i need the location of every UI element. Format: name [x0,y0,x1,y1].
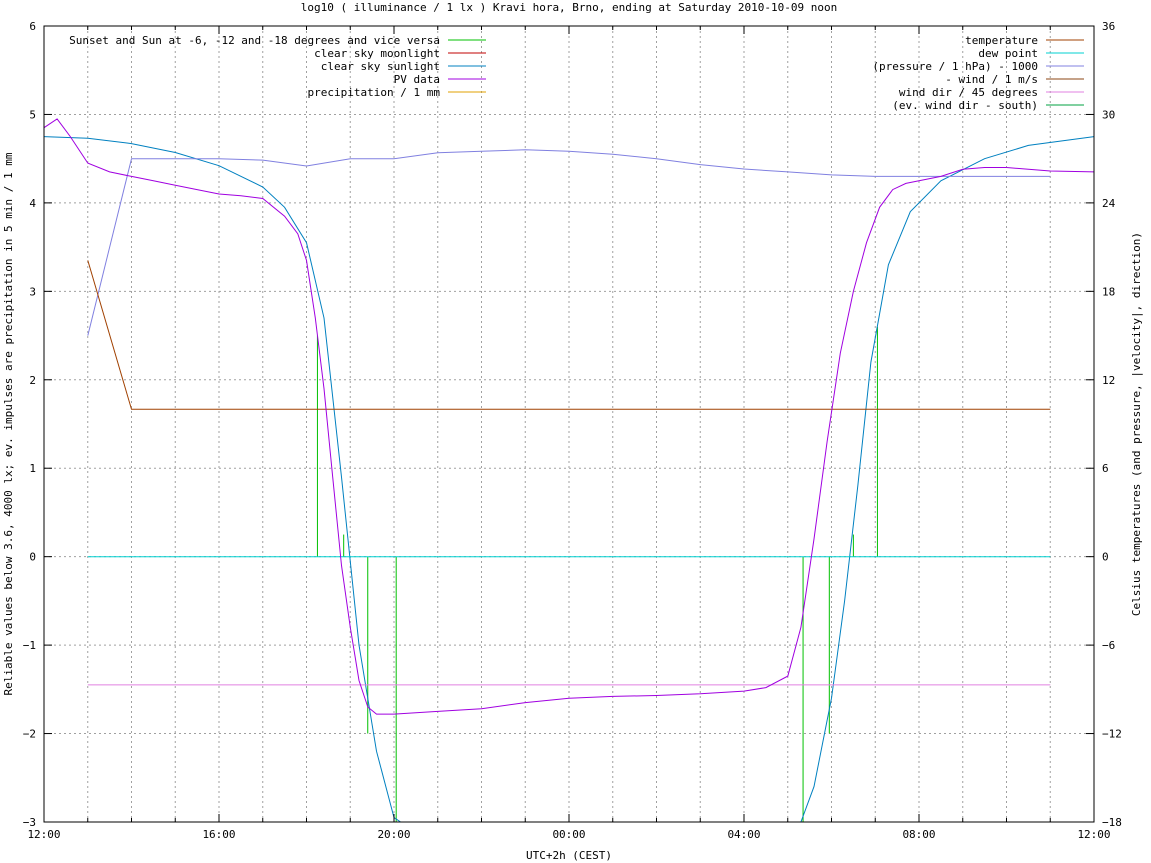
pv-data-line [43,118,1095,715]
y2-tick-label: 30 [1102,108,1115,121]
y2-tick-label: 12 [1102,374,1115,387]
legend-right-entry-label: - wind / 1 m/s [945,73,1038,86]
label-layer: 12:00 16:00 20:00 00:00 04:00 08:00 12:00 6 5 4 3 2… [23,20,1122,841]
y2-tick-label: −18 [1102,816,1122,829]
legend-left-entry-label: clear sky moonlight [314,47,440,60]
legend-right-entry-label: wind dir / 45 degrees [899,86,1038,99]
y-tick-label: 4 [29,197,36,210]
chart-title: log10 ( illuminance / 1 lx ) Kravi hora,… [301,1,837,14]
x-axis-label: UTC+2h (CEST) [526,849,612,862]
y-tick-label: 6 [29,20,36,33]
y-tick-label: −2 [23,728,36,741]
y2-tick-label: −12 [1102,728,1122,741]
x-tick-label: 12:00 [1077,828,1110,841]
legend-right-entry-label: (pressure / 1 hPa) - 1000 [872,60,1038,73]
x-tick-label: 04:00 [727,828,760,841]
temperature-line [87,260,1051,410]
x-tick-label: 12:00 [27,828,60,841]
y-tick-label: 2 [29,374,36,387]
y-tick-label: 0 [29,551,36,564]
x-tick-label: 00:00 [552,828,585,841]
y2-tick-label: −6 [1102,639,1115,652]
legend-right-entry-label: temperature [965,34,1038,47]
pressure-line [87,149,1051,336]
legend-left-entry-label: Sunset and Sun at -6, -12 and -18 degree… [69,34,440,47]
y-tick-label: 1 [29,462,36,475]
legend-left-entry-label: clear sky sunlight [321,60,440,73]
series-layer [43,118,1095,823]
x-tick-label: 08:00 [902,828,935,841]
x-tick-label: 20:00 [377,828,410,841]
clear-sky-sunlight-line [43,136,1095,823]
legend-left-entry-label: PV data [394,73,440,86]
y-axis-label: Reliable values below 3.6, 4000 lx; ev. … [2,152,15,695]
y-tick-label: 3 [29,285,36,298]
y-tick-label: 5 [29,108,36,121]
y-tick-label: −1 [23,639,36,652]
y2-tick-label: 6 [1102,462,1109,475]
tick-layer [43,25,1095,823]
y2-axis-label: Celsius temperatures (and pressure, |vel… [1130,232,1143,616]
y2-tick-label: 24 [1102,197,1116,210]
legend-right-entry-label: (ev. wind dir - south) [892,99,1038,112]
x-tick-label: 16:00 [202,828,235,841]
y2-tick-label: 0 [1102,551,1109,564]
legend: Sunset and Sun at -6, -12 and -18 degree… [69,34,1084,112]
y2-tick-label: 18 [1102,285,1115,298]
y-tick-label: −3 [23,816,36,829]
legend-right-entry-label: dew point [978,47,1038,60]
legend-left-entry-label: precipitation / 1 mm [308,86,441,99]
y2-tick-label: 36 [1102,20,1115,33]
